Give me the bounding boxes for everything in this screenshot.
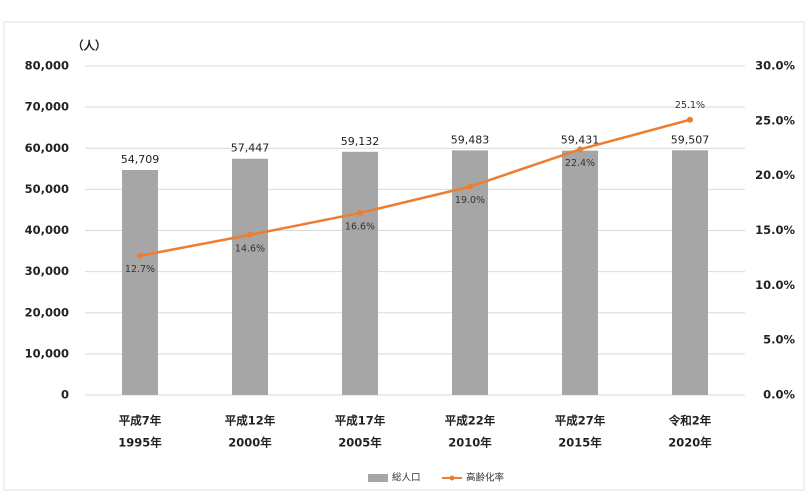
x-tick-label: 1995年 xyxy=(118,436,162,450)
x-tick-label: 平成7年 xyxy=(119,414,162,428)
legend-label: 高齢化率 xyxy=(466,472,505,484)
bar xyxy=(342,151,378,395)
bar-value-label: 59,431 xyxy=(561,134,600,147)
bar xyxy=(232,158,268,395)
y-tick-label: 30,000 xyxy=(25,264,69,278)
line-point xyxy=(467,183,473,190)
legend-label: 総人口 xyxy=(392,472,421,484)
line xyxy=(139,118,691,257)
line-value-label: 25.1% xyxy=(675,100,705,111)
bar-value-label: 59,483 xyxy=(451,133,490,146)
bar-value-label: 54,709 xyxy=(121,153,160,166)
line-value-label: 16.6% xyxy=(345,221,375,232)
y2-tick-label: 10.0% xyxy=(755,278,795,292)
line-point xyxy=(357,209,363,216)
line-point xyxy=(687,116,693,123)
bar-value-label: 59,132 xyxy=(341,135,380,148)
x-tick-label: 平成12年 xyxy=(225,414,276,428)
bar-value-label: 59,507 xyxy=(671,133,710,146)
y-unit-label: （人） xyxy=(72,39,107,53)
y-tick-label: 10,000 xyxy=(25,346,69,360)
line-point xyxy=(247,231,253,238)
x-tick-label: 平成22年 xyxy=(445,414,496,428)
y2-tick-label: 20.0% xyxy=(755,168,795,182)
bar-value-label: 57,447 xyxy=(231,142,270,155)
y-tick-label: 40,000 xyxy=(25,223,69,237)
line-value-label: 19.0% xyxy=(455,195,485,206)
y-tick-label: 80,000 xyxy=(25,59,69,73)
line-point xyxy=(577,146,583,153)
y-tick-label: 60,000 xyxy=(25,141,69,155)
x-tick-label: 2010年 xyxy=(448,436,492,450)
y2-tick-label: 15.0% xyxy=(755,223,795,237)
x-tick-label: 令和2年 xyxy=(668,414,712,428)
x-tick-label: 2000年 xyxy=(228,436,272,450)
y-tick-label: 50,000 xyxy=(25,182,69,196)
line-value-label: 14.6% xyxy=(235,243,265,254)
bar xyxy=(672,150,708,395)
line-value-label: 12.7% xyxy=(125,264,155,275)
bar xyxy=(452,150,488,395)
y2-tick-label: 0.0% xyxy=(763,388,795,402)
x-tick-label: 平成27年 xyxy=(555,414,606,428)
y2-tick-label: 25.0% xyxy=(755,113,795,127)
y2-tick-label: 30.0% xyxy=(755,59,795,73)
y-tick-label: 70,000 xyxy=(25,100,69,114)
line-point xyxy=(137,252,143,259)
x-tick-label: 2020年 xyxy=(668,436,712,450)
legend-swatch-point xyxy=(449,475,455,481)
y-tick-label: 0 xyxy=(61,388,69,402)
bar xyxy=(122,170,158,395)
y2-tick-label: 5.0% xyxy=(763,333,795,347)
y-tick-label: 20,000 xyxy=(25,305,69,319)
legend-swatch xyxy=(368,474,388,482)
x-tick-label: 2005年 xyxy=(338,436,382,450)
x-tick-label: 2015年 xyxy=(558,436,602,450)
line-value-label: 22.4% xyxy=(565,158,595,169)
bar xyxy=(562,150,598,395)
x-tick-label: 平成17年 xyxy=(335,414,386,428)
